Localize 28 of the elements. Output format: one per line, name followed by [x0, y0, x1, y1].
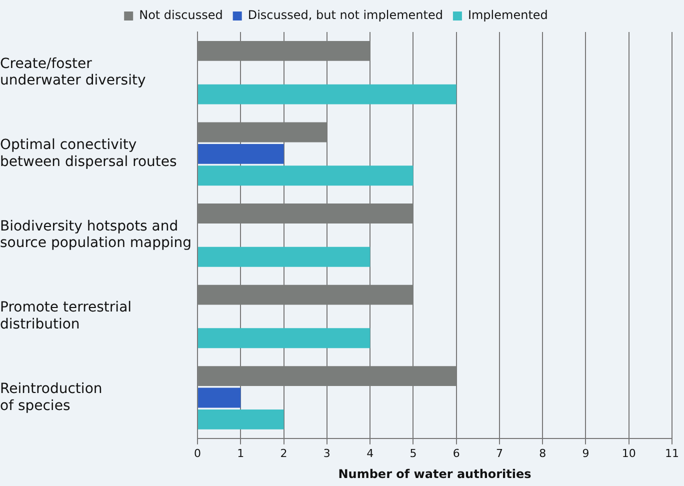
legend-label: Discussed, but not implemented: [248, 8, 443, 22]
y-tick-label: Promote terrestrial distribution: [0, 300, 132, 333]
x-tick-label: 2: [280, 446, 288, 460]
x-tick-label: 11: [665, 446, 679, 460]
x-tick-label: 3: [323, 446, 330, 460]
bar: [198, 388, 241, 408]
x-tick-label: 6: [452, 446, 460, 460]
y-tick-label: Biodiversity hotspots and source population mapping: [0, 218, 192, 252]
x-tick-label: 0: [194, 446, 202, 460]
x-axis-title: Number of water authorities: [338, 466, 532, 481]
x-tick-label: 9: [582, 446, 590, 460]
x-tick-label: 5: [410, 446, 417, 460]
bar: [198, 328, 370, 348]
bar: [198, 84, 456, 104]
y-tick-label: Create/foster underwater diversity: [0, 56, 146, 89]
x-tick-label: 8: [539, 446, 546, 460]
y-tick-label: Optimal conectivity between dispersal routes: [0, 137, 177, 170]
legend-label: Not discussed: [139, 8, 223, 22]
legend-label: Implemented: [468, 8, 548, 22]
bar: [198, 144, 284, 164]
x-tick-label: 4: [366, 446, 374, 460]
bar: [198, 409, 284, 430]
x-tick-label: 1: [237, 446, 244, 460]
bar: [198, 166, 414, 186]
y-tick-label: Reintroduction of species: [0, 381, 102, 414]
x-tick-label: 7: [496, 446, 503, 460]
bar: [198, 246, 370, 267]
x-tick-label: 10: [622, 446, 636, 460]
